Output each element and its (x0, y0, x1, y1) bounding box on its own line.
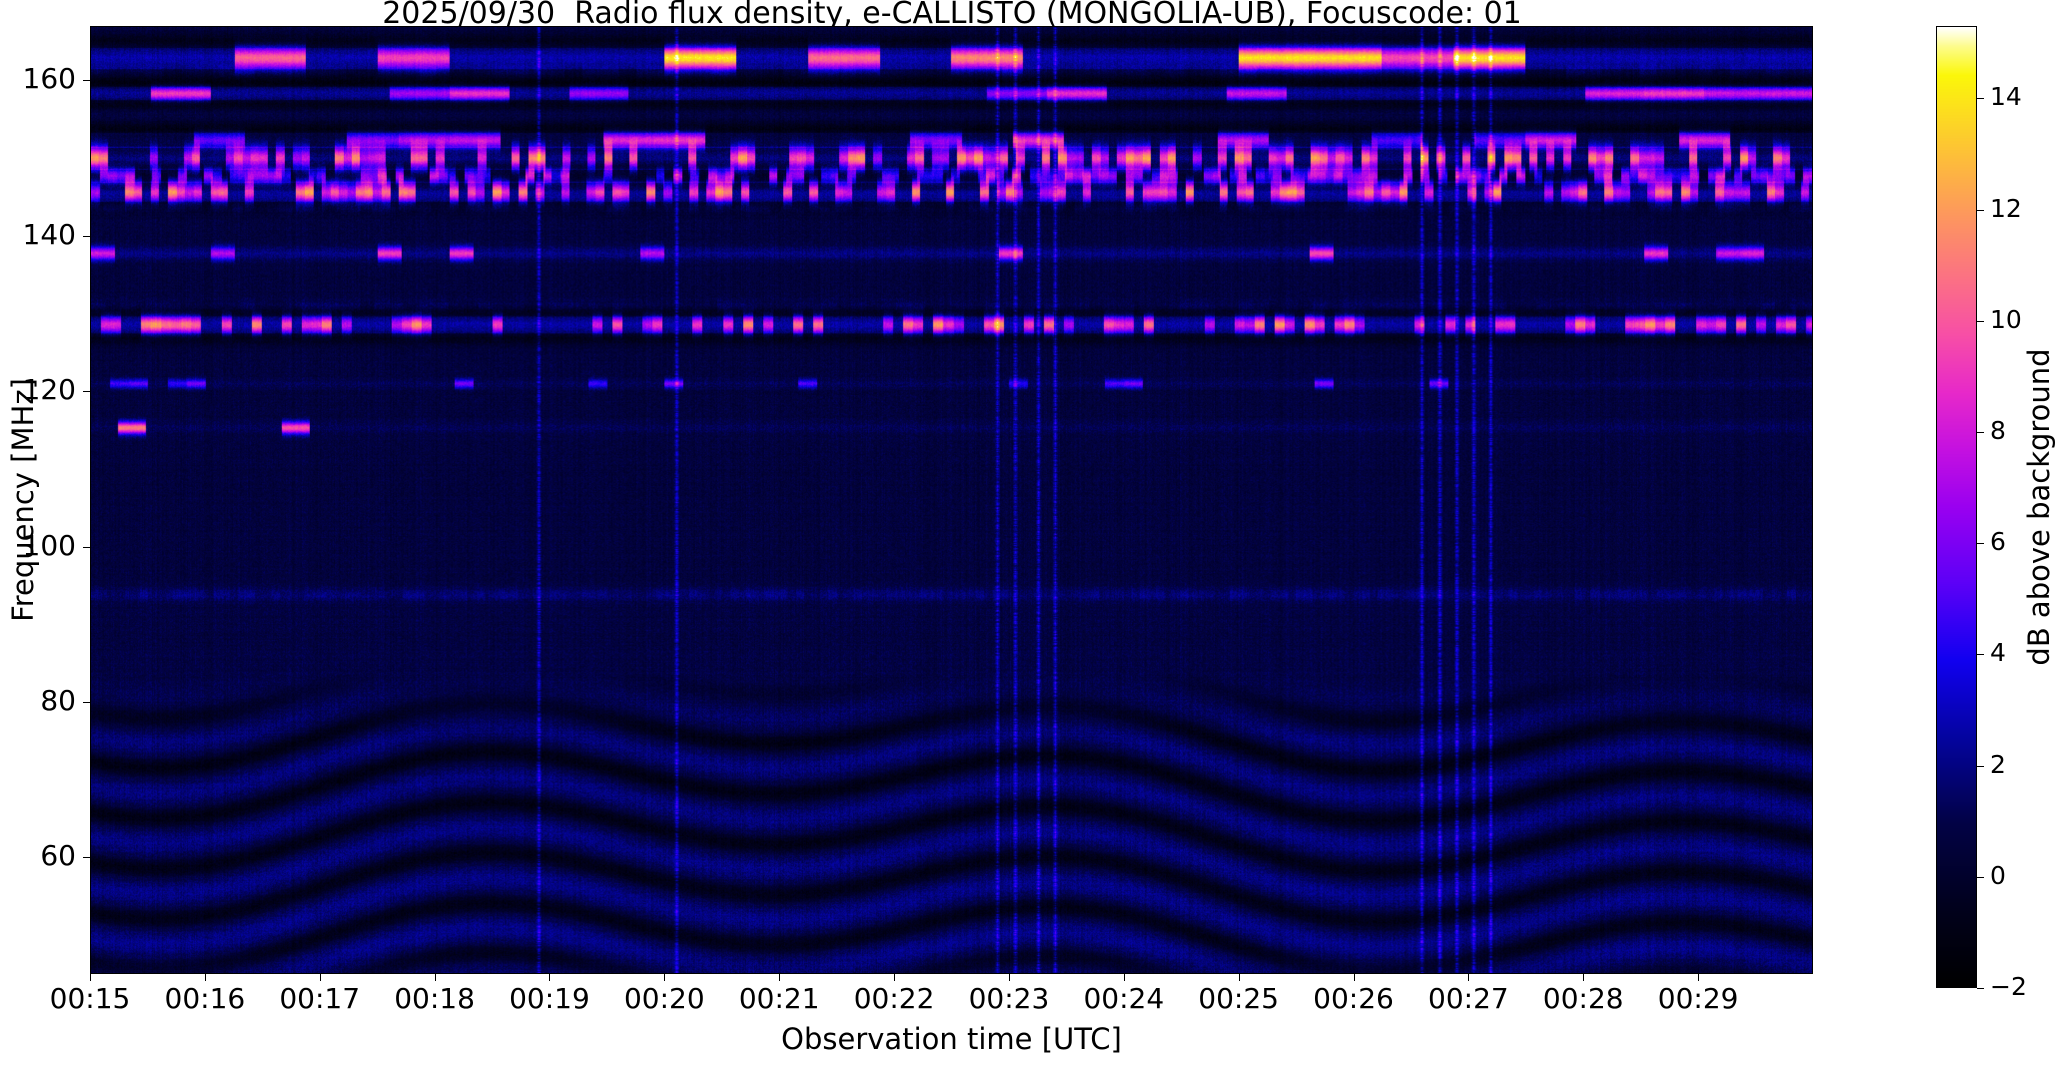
x-tick-label: 00:18 (394, 982, 475, 1015)
y-tick-label: 60 (40, 839, 76, 873)
x-tick-mark (1354, 974, 1355, 981)
x-tick-mark (1124, 974, 1125, 981)
x-tick-label: 00:23 (968, 982, 1050, 1015)
x-tick-mark (894, 974, 895, 981)
x-tick-label: 00:21 (738, 982, 820, 1015)
page-title: 2025/09/30 Radio flux density, e-CALLIST… (382, 0, 1522, 31)
colorbar-tick-label: 14 (1990, 82, 2022, 112)
x-tick-mark (1239, 974, 1240, 981)
colorbar-tick-label: 4 (1990, 638, 2006, 668)
x-tick-mark (549, 974, 550, 981)
y-tick-label: 160 (22, 62, 76, 96)
x-tick-label: 00:29 (1657, 982, 1739, 1015)
x-tick-mark (1009, 974, 1010, 981)
colorbar[interactable] (1936, 26, 1977, 988)
y-axis-label: Frequency [MHz] (6, 378, 40, 622)
x-tick-label: 00:20 (623, 982, 705, 1015)
x-tick-label: 00:28 (1542, 982, 1624, 1015)
y-tick-mark (83, 80, 90, 81)
y-tick-mark (83, 236, 90, 237)
x-tick-label: 00:22 (853, 982, 935, 1015)
y-tick-label: 100 (22, 528, 76, 562)
spectrogram-axes[interactable] (90, 26, 1813, 974)
x-axis-label: Observation time [UTC] (781, 1022, 1122, 1056)
x-tick-mark (779, 974, 780, 981)
x-tick-label: 00:24 (1083, 982, 1165, 1015)
x-tick-mark (664, 974, 665, 981)
y-tick-mark (83, 547, 90, 548)
y-tick-mark (83, 702, 90, 703)
colorbar-gradient (1937, 27, 1976, 987)
y-tick-mark (83, 857, 90, 858)
x-tick-mark (90, 974, 91, 981)
colorbar-tick-mark (1977, 877, 1984, 878)
y-tick-label: 120 (22, 373, 76, 407)
colorbar-tick-mark (1977, 766, 1984, 767)
y-tick-label: 140 (22, 217, 76, 251)
colorbar-tick-label: 2 (1990, 749, 2006, 779)
y-tick-label: 80 (40, 684, 76, 718)
colorbar-tick-mark (1977, 98, 1984, 99)
x-tick-label: 00:27 (1428, 982, 1509, 1015)
x-tick-mark (435, 974, 436, 981)
colorbar-tick-label: 8 (1990, 415, 2006, 445)
colorbar-tick-mark (1977, 321, 1984, 322)
colorbar-tick-mark (1977, 432, 1984, 433)
x-tick-label: 00:15 (49, 982, 131, 1015)
colorbar-tick-label: 10 (1990, 304, 2022, 334)
x-tick-mark (1583, 974, 1584, 981)
colorbar-tick-mark (1977, 543, 1984, 544)
colorbar-tick-label: 6 (1990, 527, 2006, 557)
colorbar-tick-label: 0 (1990, 860, 2006, 890)
y-tick-mark (83, 391, 90, 392)
colorbar-tick-mark (1977, 210, 1984, 211)
x-tick-label: 00:25 (1198, 982, 1280, 1015)
x-tick-label: 00:17 (279, 982, 361, 1015)
x-tick-mark (320, 974, 321, 981)
colorbar-tick-label: −2 (1990, 972, 2027, 1001)
x-tick-mark (205, 974, 206, 981)
x-tick-label: 00:19 (509, 982, 590, 1015)
x-tick-label: 00:16 (164, 982, 246, 1015)
x-tick-mark (1698, 974, 1699, 981)
spectrogram-image (91, 27, 1812, 973)
colorbar-tick-mark (1977, 654, 1984, 655)
colorbar-label: dB above background (2022, 348, 2056, 666)
colorbar-tick-mark (1977, 988, 1984, 989)
colorbar-tick-label: 12 (1990, 193, 2022, 223)
x-tick-mark (1468, 974, 1469, 981)
x-tick-label: 00:26 (1313, 982, 1394, 1015)
